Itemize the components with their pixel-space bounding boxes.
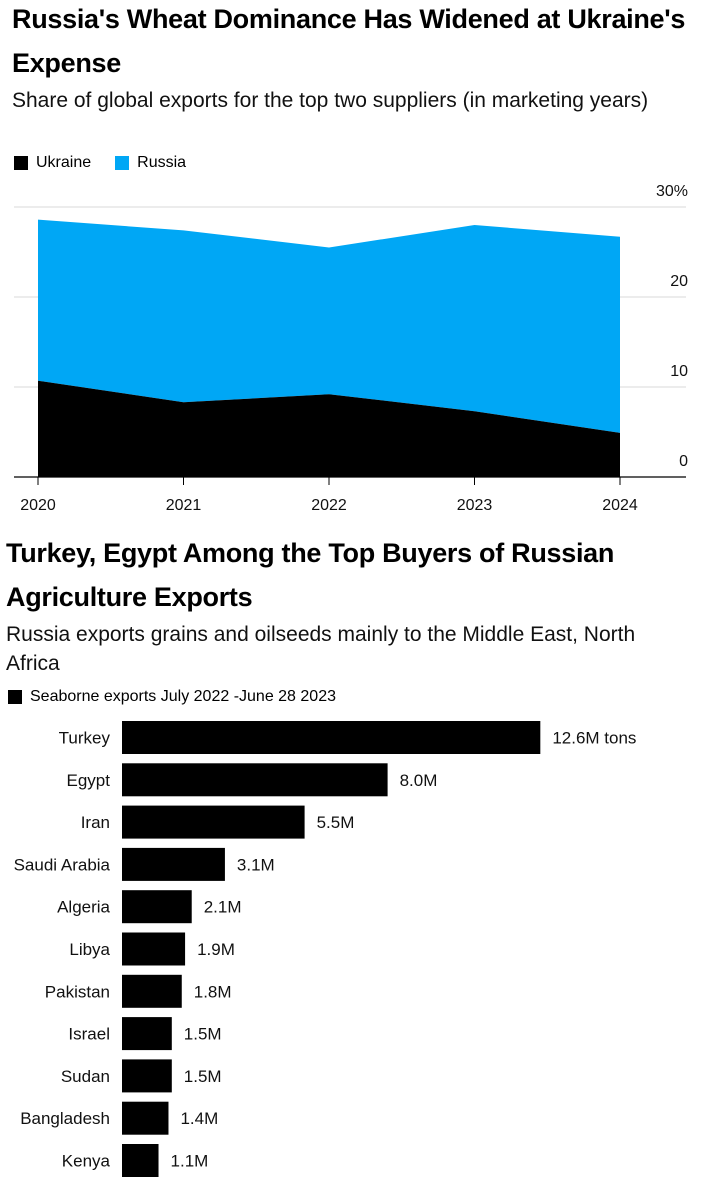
category-label: Libya [69,940,110,959]
bar [122,1101,169,1135]
chart2-legend: Seaborne exports July 2022 -June 28 2023 [8,688,360,706]
value-label: 12.6M tons [552,729,636,748]
legend-swatch-russia [115,156,130,170]
x-tick-label: 2021 [166,497,202,514]
bar [122,805,305,839]
value-label: 1.5M [184,1025,222,1044]
category-label: Israel [68,1025,110,1044]
category-label: Egypt [67,771,111,790]
chart2-subtitle: Russia exports grains and oilseeds mainl… [6,623,636,675]
category-label: Turkey [59,729,111,748]
value-label: 1.8M [194,982,232,1001]
legend-label-seaborne: Seaborne exports July 2022 -June 28 2023 [30,688,336,705]
legend-item-russia: Russia [115,154,186,172]
category-label: Saudi Arabia [14,855,111,874]
legend-swatch-seaborne [8,690,22,704]
category-label: Bangladesh [20,1109,110,1128]
bar [122,763,388,797]
x-tick-label: 2022 [311,497,347,514]
chart2-title: Turkey, Egypt Among the Top Buyers of Ru… [6,538,615,612]
y-tick-label: 20 [670,273,688,290]
category-label: Pakistan [45,982,110,1001]
value-label: 1.1M [171,1152,209,1171]
chart1-title: Russia's Wheat Dominance Has Widened at … [12,4,686,78]
bar-chart: Turkey 12.6M tons Egypt 8.0M Iran 5.5M Saudi A… [14,721,636,1177]
chart1-subtitle: Share of global exports for the top two … [12,89,649,112]
bar [122,890,192,924]
bar [122,847,225,881]
value-label: 3.1M [237,855,275,874]
y-tick-label: 0 [679,453,688,470]
x-tick-label: 2024 [602,497,638,514]
x-tick-label: 2023 [457,497,493,514]
russia-area [38,219,620,433]
legend-label-russia: Russia [137,154,187,171]
value-label: 1.9M [197,940,235,959]
legend-swatch-ukraine [14,156,28,170]
y-tick-label: 30% [656,183,688,200]
value-label: 1.5M [184,1067,222,1086]
chart1-legend: Ukraine Russia [14,154,210,172]
legend-item-ukraine: Ukraine [14,154,91,172]
category-label: Sudan [61,1067,110,1086]
y-tick-label: 10 [670,363,688,380]
value-label: 1.4M [180,1109,218,1128]
category-label: Kenya [62,1152,111,1171]
bar [122,974,182,1008]
legend-label-ukraine: Ukraine [36,154,92,171]
category-label: Iran [81,813,110,832]
category-label: Algeria [57,898,110,917]
bar [122,1059,172,1093]
area-chart: 30% 20 10 0 2020 2021 2022 2023 2024 [14,183,688,514]
bar [122,932,186,966]
value-label: 5.5M [317,813,355,832]
legend-item-seaborne: Seaborne exports July 2022 -June 28 2023 [8,688,336,706]
ukraine-area [38,380,620,477]
x-tick-label: 2020 [20,497,56,514]
bar [122,1017,172,1051]
value-label: 2.1M [204,898,242,917]
value-label: 8.0M [400,771,438,790]
bar [122,1144,159,1177]
bar [122,721,541,754]
